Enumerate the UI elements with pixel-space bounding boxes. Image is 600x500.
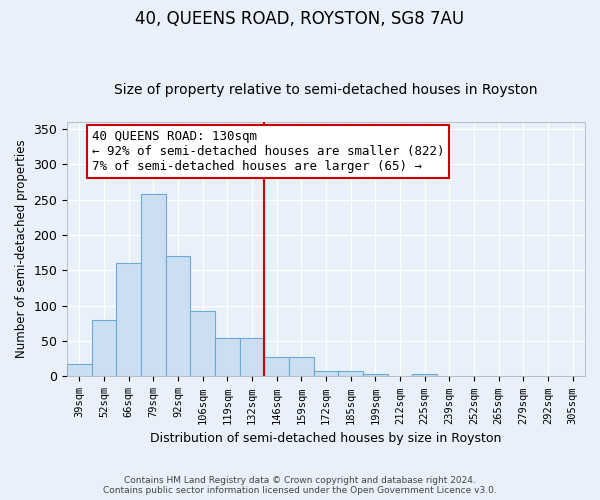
Bar <box>116 264 141 376</box>
Bar <box>338 372 363 376</box>
Bar <box>141 194 166 376</box>
Bar <box>314 372 338 376</box>
Bar <box>67 364 92 376</box>
Bar <box>265 358 289 376</box>
Bar <box>92 320 116 376</box>
Bar <box>289 358 314 376</box>
Bar <box>215 338 240 376</box>
Bar <box>190 310 215 376</box>
Bar <box>363 374 388 376</box>
Text: 40, QUEENS ROAD, ROYSTON, SG8 7AU: 40, QUEENS ROAD, ROYSTON, SG8 7AU <box>136 10 464 28</box>
Text: Contains HM Land Registry data © Crown copyright and database right 2024.
Contai: Contains HM Land Registry data © Crown c… <box>103 476 497 495</box>
Title: Size of property relative to semi-detached houses in Royston: Size of property relative to semi-detach… <box>115 83 538 97</box>
Bar <box>166 256 190 376</box>
Y-axis label: Number of semi-detached properties: Number of semi-detached properties <box>15 140 28 358</box>
X-axis label: Distribution of semi-detached houses by size in Royston: Distribution of semi-detached houses by … <box>151 432 502 445</box>
Bar <box>240 338 265 376</box>
Text: 40 QUEENS ROAD: 130sqm
← 92% of semi-detached houses are smaller (822)
7% of sem: 40 QUEENS ROAD: 130sqm ← 92% of semi-det… <box>92 130 445 174</box>
Bar <box>412 374 437 376</box>
